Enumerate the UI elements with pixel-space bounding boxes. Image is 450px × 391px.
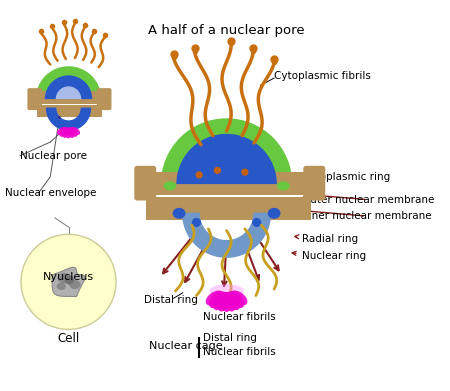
Polygon shape	[183, 213, 270, 257]
FancyBboxPatch shape	[36, 104, 102, 117]
Wedge shape	[45, 75, 92, 99]
Ellipse shape	[59, 127, 68, 137]
Ellipse shape	[192, 218, 201, 227]
Ellipse shape	[163, 181, 176, 190]
Ellipse shape	[268, 208, 280, 219]
Text: Nuclear envelope: Nuclear envelope	[4, 188, 96, 198]
Text: Cytoplasmic fibrils: Cytoplasmic fibrils	[274, 71, 371, 81]
Circle shape	[214, 167, 221, 174]
Text: Inner nuclear membrane: Inner nuclear membrane	[302, 209, 431, 221]
Ellipse shape	[68, 127, 75, 138]
Wedge shape	[56, 86, 81, 99]
Text: Nuclear cage: Nuclear cage	[149, 341, 223, 351]
Circle shape	[21, 234, 116, 329]
Text: Cytoplasmic ring: Cytoplasmic ring	[292, 172, 390, 183]
FancyBboxPatch shape	[27, 88, 42, 110]
Text: Distal ring: Distal ring	[144, 295, 198, 305]
Wedge shape	[161, 118, 292, 184]
Ellipse shape	[69, 280, 81, 289]
FancyBboxPatch shape	[146, 172, 310, 195]
Text: Radial ring: Radial ring	[295, 234, 358, 244]
Circle shape	[65, 275, 74, 285]
Ellipse shape	[217, 292, 230, 312]
Text: Cell: Cell	[58, 332, 80, 345]
Ellipse shape	[226, 292, 240, 310]
Text: Outer nuclear membrane: Outer nuclear membrane	[302, 193, 434, 204]
Ellipse shape	[63, 127, 69, 138]
Ellipse shape	[173, 208, 185, 219]
FancyBboxPatch shape	[146, 197, 310, 220]
Polygon shape	[52, 267, 85, 296]
Ellipse shape	[213, 292, 227, 310]
Circle shape	[241, 169, 248, 176]
Text: Nyucleus: Nyucleus	[43, 272, 94, 282]
Text: Nuclear pore: Nuclear pore	[20, 151, 87, 161]
Text: A half of a nuclear pore: A half of a nuclear pore	[148, 24, 305, 37]
Ellipse shape	[252, 218, 261, 227]
Text: Nuclear fibrils: Nuclear fibrils	[203, 347, 275, 357]
Text: Nuclear ring: Nuclear ring	[292, 251, 366, 261]
Circle shape	[195, 171, 203, 179]
FancyBboxPatch shape	[303, 166, 325, 201]
Text: Distal ring: Distal ring	[203, 334, 256, 343]
FancyBboxPatch shape	[36, 91, 102, 104]
Ellipse shape	[206, 291, 224, 306]
Wedge shape	[176, 134, 277, 184]
Ellipse shape	[70, 127, 80, 135]
Wedge shape	[36, 66, 101, 99]
Ellipse shape	[57, 283, 66, 290]
Ellipse shape	[65, 127, 72, 138]
Ellipse shape	[220, 292, 233, 312]
Ellipse shape	[209, 291, 225, 308]
Text: Nuclear fibrils: Nuclear fibrils	[203, 312, 275, 321]
Ellipse shape	[228, 291, 244, 308]
Circle shape	[58, 116, 61, 119]
Ellipse shape	[69, 127, 77, 137]
Ellipse shape	[277, 181, 290, 190]
Ellipse shape	[209, 284, 244, 298]
Ellipse shape	[58, 273, 70, 283]
Ellipse shape	[57, 127, 67, 135]
FancyBboxPatch shape	[97, 88, 112, 110]
Ellipse shape	[224, 292, 236, 312]
FancyBboxPatch shape	[134, 166, 156, 201]
Ellipse shape	[230, 291, 248, 306]
Polygon shape	[47, 108, 90, 130]
